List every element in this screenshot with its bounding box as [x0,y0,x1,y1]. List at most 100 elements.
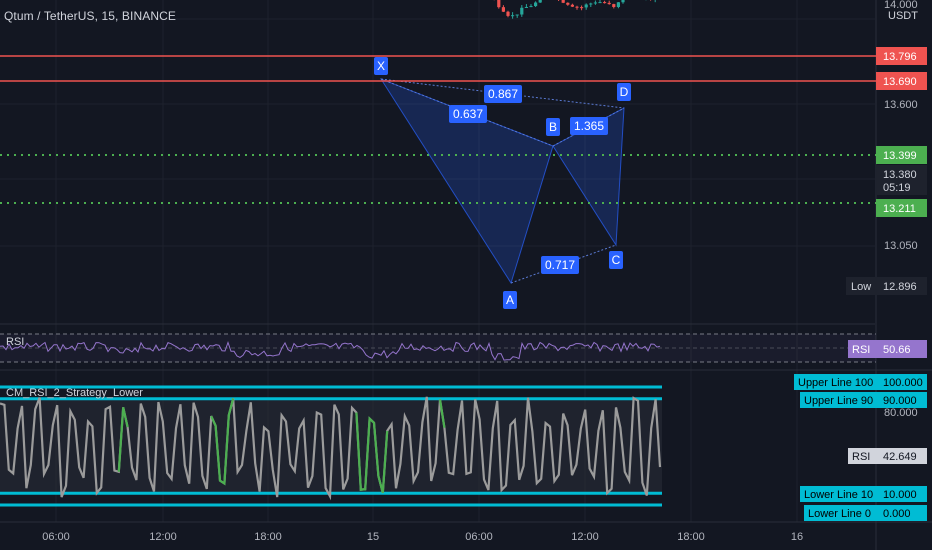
strategy-rsi-badge-label-bg [848,448,876,464]
candle-body [520,7,524,15]
ratio-ac-badge [541,256,579,274]
pattern-point-x-label: X [377,59,385,73]
lower-line-10-value-bg [876,486,927,502]
low-label: Low [851,281,871,293]
ratio-xd-label: 0.867 [488,87,518,101]
pattern-point-a-badge [503,291,517,309]
candle-body [607,2,611,5]
strategy-rsi-badge-value-bg [876,448,927,464]
time-tick: 18:00 [677,531,705,543]
candle-body [501,7,505,12]
pattern-point-c-badge [609,251,623,269]
upper-line-90-value: 90.000 [883,395,917,407]
time-tick: 12:00 [571,531,599,543]
candle-body [506,11,510,16]
price-tick-top: 14.000 [884,0,918,11]
pattern-point-c-label: C [612,253,621,267]
candle-body [621,0,625,3]
lower-line-0-label-bg [804,505,876,521]
ratio-bd-badge [570,117,608,135]
candle-body [561,0,565,3]
last-price-badge-bg [876,165,927,195]
strategy-signal-segment [355,412,389,494]
low-value-bg [876,277,927,295]
strategy-rsi-badge-label: RSI [852,451,870,463]
time-tick: 06:00 [42,531,70,543]
upper-line-90-label: Upper Line 90 [804,395,873,407]
countdown-timer: 05:19 [883,182,911,194]
strategy-signal-segment [210,398,235,486]
upper-line-90-label-bg [800,392,876,408]
candle-body [598,2,602,4]
candle-body [570,4,574,7]
rsi-badge-value: 50.66 [883,344,911,356]
lower-line-0-value-bg [876,505,927,521]
rsi-badge-label-bg [848,340,876,358]
pattern-line-ac [510,244,617,284]
rsi-badge-label: RSI [852,344,870,356]
ratio-ac-label: 0.717 [545,258,575,272]
candle-body [511,15,515,17]
lower-line-0-label: Lower Line 0 [808,508,871,520]
candle-body [580,7,584,9]
time-tick: 18:00 [254,531,282,543]
price-tick: 13.050 [884,240,918,252]
candle-body [589,3,593,5]
price-badge-13399: 13.399 [883,150,917,162]
lower-line-0-value: 0.000 [883,508,911,520]
rsi-line [0,340,661,361]
pattern-point-d-badge [617,83,631,101]
chart-title: Qtum / TetherUS, 15, BINANCE [4,9,176,23]
lower-line-10-value: 10.000 [883,489,917,501]
low-label-bg [846,277,876,295]
strategy-signal-segment [117,407,129,472]
candle-body [593,2,597,4]
candle-body [575,6,579,8]
price-badge-13690-bg [876,72,927,90]
ratio-xb-label: 0.637 [453,107,483,121]
strategy-axis-tick: 80.000 [884,407,918,419]
time-tick: 16 [791,531,803,543]
candle-body [515,14,519,16]
rsi-pane-label: RSI [6,336,24,348]
upper-line-100-label: Upper Line 100 [798,377,873,389]
pattern-point-a-label: A [506,293,514,307]
pattern-point-b-label: B [549,120,557,134]
time-tick: 12:00 [149,531,177,543]
candle-body [534,2,538,7]
upper-line-100-value-bg [876,374,927,390]
strategy-signal-segment [438,399,446,428]
time-tick: 15 [367,531,379,543]
currency-label[interactable]: USDT [888,10,918,22]
candle-body [529,6,533,8]
price-badge-13690: 13.690 [883,76,917,88]
candle-body [566,2,570,5]
upper-line-100-label-bg [794,374,876,390]
upper-line-100-value: 100.000 [883,377,923,389]
price-badge-13796: 13.796 [883,51,917,63]
candle-body [612,4,616,7]
pattern-line-xd [380,78,625,109]
pattern-point-d-label: D [620,85,629,99]
pattern-point-b-badge [546,118,560,136]
price-tick: 13.600 [884,99,918,111]
strategy-rsi-line [0,396,662,501]
strategy-rsi-badge-value: 42.649 [883,451,917,463]
candle-body [584,4,588,8]
pattern-point-x-badge [374,57,388,75]
ratio-xd-badge [484,85,522,103]
ratio-xb-badge [449,105,487,123]
time-tick: 06:00 [465,531,493,543]
last-price-value: 13.380 [883,169,917,181]
lower-line-10-label-bg [800,486,876,502]
candle-body [616,2,620,7]
rsi-badge-value-bg [876,340,927,358]
candle-body [524,6,528,8]
candle-body [538,0,542,3]
price-badge-13399-bg [876,146,927,164]
price-badge-13796-bg [876,47,927,65]
upper-line-90-value-bg [876,392,927,408]
candle-body [497,0,501,8]
ratio-bd-label: 1.365 [574,119,604,133]
